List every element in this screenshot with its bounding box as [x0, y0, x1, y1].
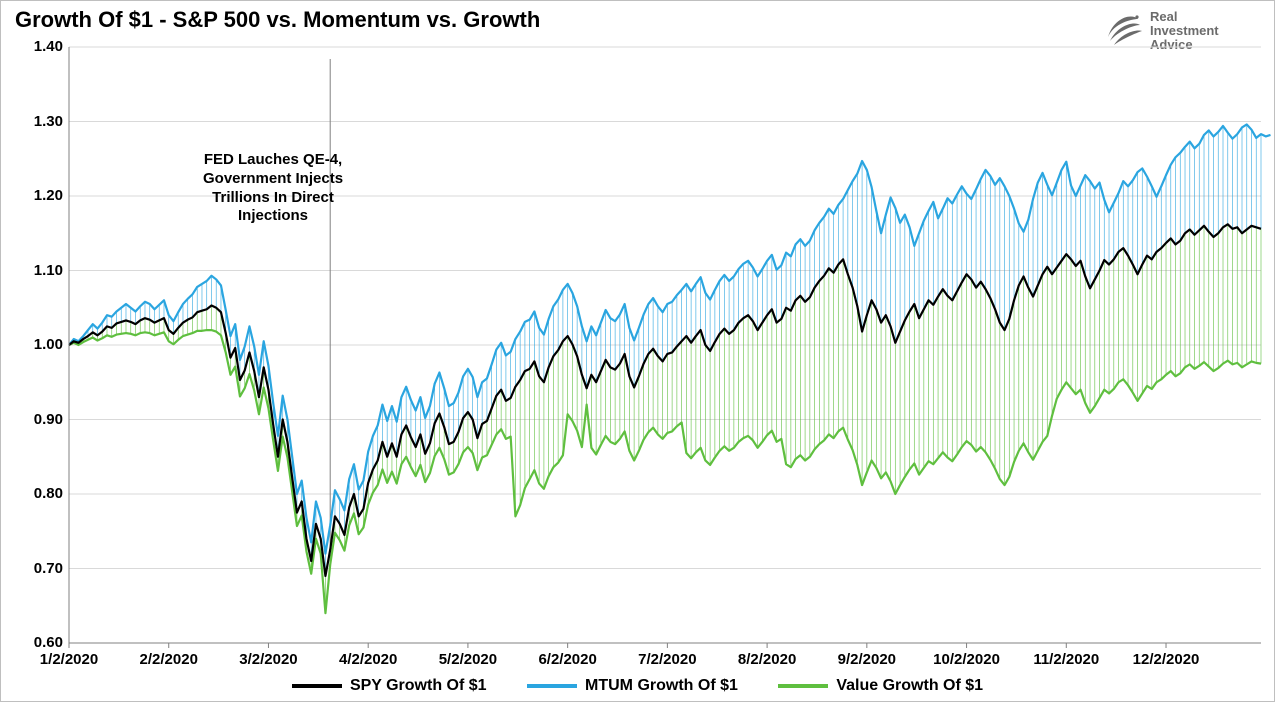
y-tick-label: 0.90: [15, 411, 63, 428]
legend-swatch-spy: [292, 684, 342, 688]
x-tick-label: 7/2/2020: [638, 651, 696, 668]
y-tick-label: 0.70: [15, 560, 63, 577]
legend-label-mtum: MTUM Growth Of $1: [585, 677, 738, 695]
y-tick-label: 0.80: [15, 485, 63, 502]
x-tick-label: 4/2/2020: [339, 651, 397, 668]
legend-item-value: Value Growth Of $1: [778, 677, 983, 695]
x-tick-label: 12/2/2020: [1133, 651, 1200, 668]
x-tick-label: 6/2/2020: [538, 651, 596, 668]
y-tick-label: 1.10: [15, 262, 63, 279]
y-tick-label: 1.30: [15, 113, 63, 130]
legend-swatch-value: [778, 684, 828, 688]
x-tick-label: 3/2/2020: [239, 651, 297, 668]
x-tick-label: 8/2/2020: [738, 651, 796, 668]
plot-svg: [1, 1, 1275, 703]
y-tick-label: 1.00: [15, 336, 63, 353]
x-tick-label: 10/2/2020: [933, 651, 1000, 668]
x-tick-label: 9/2/2020: [838, 651, 896, 668]
y-tick-label: 1.40: [15, 38, 63, 55]
x-tick-label: 11/2/2020: [1033, 651, 1099, 668]
x-tick-label: 2/2/2020: [140, 651, 198, 668]
chart-container: Growth Of $1 - S&P 500 vs. Momentum vs. …: [0, 0, 1275, 702]
y-tick-label: 0.60: [15, 634, 63, 651]
legend-label-spy: SPY Growth Of $1: [350, 677, 487, 695]
legend: SPY Growth Of $1 MTUM Growth Of $1 Value…: [1, 675, 1274, 695]
x-tick-label: 5/2/2020: [439, 651, 497, 668]
legend-item-mtum: MTUM Growth Of $1: [527, 677, 738, 695]
x-tick-label: 1/2/2020: [40, 651, 98, 668]
legend-label-value: Value Growth Of $1: [836, 677, 983, 695]
legend-swatch-mtum: [527, 684, 577, 688]
legend-item-spy: SPY Growth Of $1: [292, 677, 487, 695]
annotation-text: FED Lauches QE-4, Government Injects Tri…: [203, 151, 343, 226]
y-tick-label: 1.20: [15, 187, 63, 204]
